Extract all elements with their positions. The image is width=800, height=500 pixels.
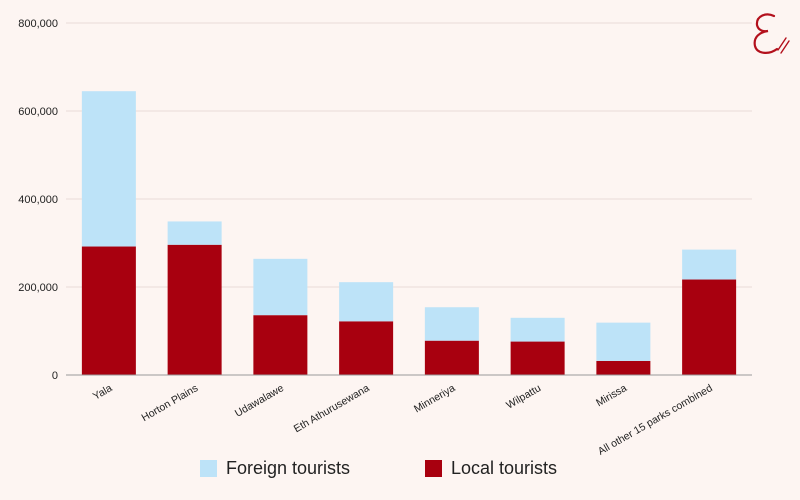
bar-foreign [424, 307, 479, 341]
x-tick-label: Yala [91, 382, 115, 403]
logo-script-e-icon [753, 13, 790, 54]
bar-local [424, 340, 479, 375]
bar-foreign [81, 91, 136, 247]
legend-item-foreign: Foreign tourists [200, 458, 350, 479]
x-tick-label: Udawalawe [233, 382, 286, 420]
bar-foreign [167, 221, 222, 245]
bar-local [510, 341, 565, 375]
x-tick-label: Mirissa [594, 382, 629, 409]
bar-foreign [339, 282, 394, 322]
x-tick-label: Wilpattu [504, 382, 543, 411]
x-tick-label: Eth Athurusewana [292, 382, 372, 435]
y-tick-label: 400,000 [18, 194, 58, 206]
bar-local [596, 360, 651, 375]
y-tick-label: 200,000 [18, 282, 58, 294]
y-tick-label: 800,000 [18, 18, 58, 30]
x-tick-label: Minneriya [412, 382, 458, 415]
y-tick-label: 0 [52, 370, 58, 382]
bar-local [253, 315, 308, 375]
bar-foreign [510, 317, 565, 342]
bar-foreign [253, 258, 308, 316]
bar-local [167, 244, 222, 375]
legend-swatch-foreign [200, 460, 217, 477]
legend-label-foreign: Foreign tourists [226, 458, 351, 478]
y-tick-label: 600,000 [18, 106, 58, 118]
bar-local [682, 279, 737, 375]
legend-item-local: Local tourists [425, 458, 557, 479]
bar-local [339, 321, 394, 375]
legend: Foreign tourists Local tourists [0, 458, 800, 482]
bar-foreign [596, 322, 651, 361]
bar-foreign [682, 249, 737, 280]
bar-local [81, 246, 136, 375]
legend-label-local: Local tourists [451, 458, 558, 478]
x-tick-label: Horton Plains [140, 382, 201, 424]
legend-swatch-local [425, 460, 442, 477]
